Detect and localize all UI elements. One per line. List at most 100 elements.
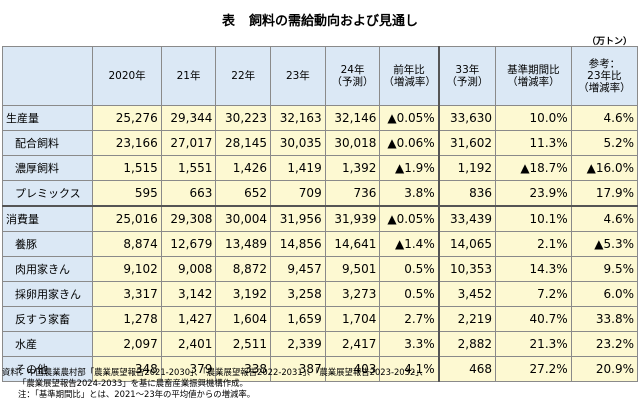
table-cell: 14,065	[437, 231, 496, 257]
table-cell: ▲1.9%	[379, 155, 440, 181]
table-cell: 663	[160, 180, 217, 207]
table-cell: 2.1%	[494, 231, 572, 257]
table-cell: 3,192	[215, 281, 272, 307]
table-cell: 652	[215, 180, 272, 207]
source-note-line-2: 「農業展望報告2024-2033」を基に農畜産業振興機構作成。	[18, 378, 248, 388]
table-cell: 1,278	[92, 306, 162, 332]
table-row: 採卵用家きん 3,317 3,142 3,192 3,258 3,273 0.5% 3,452…	[1, 281, 639, 307]
table-cell: 30,004	[215, 205, 272, 232]
table-cell: 29,344	[160, 105, 217, 131]
table-cell: 31,939	[324, 205, 381, 232]
table-cell: 30,223	[215, 105, 272, 131]
table-row: 養豚 8,874 12,679 13,489 14,856 14,641 ▲1.4% 14,0…	[1, 231, 639, 257]
table-cell: 348	[92, 356, 162, 382]
table-cell: 3,452	[437, 281, 496, 307]
table-cell: 468	[437, 356, 496, 382]
table-cell: 387	[270, 356, 326, 382]
table-row: 反すう家畜 1,278 1,427 1,604 1,659 1,704 2.7% 2,219 4…	[1, 306, 639, 332]
table-cell: 1,392	[324, 155, 381, 181]
table-title: 表飼料の需給動向および見通し	[0, 10, 640, 29]
table-cell: 31,602	[437, 130, 496, 156]
table-row: 水産 2,097 2,401 2,511 2,339 2,417 3.3% 2,882 21.3…	[1, 331, 639, 357]
feed-supply-demand-table: 2020年 21年 22年 23年 24年 （予測） 前年比 （増減率） 33年 （予測） 基準期間…	[1, 46, 639, 382]
table-row: その他 348 379 338 387 403 4.1% 468 27.2% 20.9%	[1, 356, 639, 382]
row-label: 採卵用家きん	[1, 281, 94, 307]
table-cell: 2,401	[160, 331, 217, 357]
table-row: プレミックス 595 663 652 709 736 3.8% 836 23.9% 17.9%	[1, 180, 639, 207]
header-row: 2020年 21年 22年 23年 24年 （予測） 前年比 （増減率） 33年 （予測） 基準期間…	[1, 46, 639, 106]
row-label: 配合飼料	[1, 130, 94, 156]
table-cell: 13,489	[215, 231, 272, 257]
column-header: 21年	[160, 46, 217, 106]
table-cell: 709	[270, 180, 326, 207]
table-cell: 3,273	[324, 281, 381, 307]
row-label: 養豚	[1, 231, 94, 257]
footnote: 注：「基準期間比」とは、2021～23年の平均値からの増減率。	[18, 389, 256, 399]
column-header: 23年	[270, 46, 326, 106]
table-cell: 9,008	[160, 256, 217, 282]
table-cell: ▲18.7%	[494, 155, 572, 181]
table-row: 配合飼料 23,166 27,017 28,145 30,035 30,018 ▲0.06%…	[1, 130, 639, 156]
table-cell: 20.9%	[570, 356, 639, 382]
table-cell: 3,142	[160, 281, 217, 307]
table-cell: 32,163	[270, 105, 326, 131]
table-cell: ▲0.05%	[379, 205, 440, 232]
table-cell: 32,146	[324, 105, 381, 131]
table-cell: 23,166	[92, 130, 162, 156]
table-cell: 3,317	[92, 281, 162, 307]
table-cell: 14.3%	[494, 256, 572, 282]
table-cell: 736	[324, 180, 381, 207]
table-cell: 1,427	[160, 306, 217, 332]
row-label: プレミックス	[1, 180, 94, 207]
title-main: 表	[221, 14, 235, 29]
table-cell: 14,856	[270, 231, 326, 257]
table-cell: 9.5%	[570, 256, 639, 282]
table-cell: 3,258	[270, 281, 326, 307]
table-cell: 1,604	[215, 306, 272, 332]
column-header: 前年比 （増減率）	[379, 46, 440, 106]
row-label: 濃厚飼料	[1, 155, 94, 181]
column-header: 参考： 23年比 （増減率）	[570, 46, 639, 106]
table-cell: 28,145	[215, 130, 272, 156]
table-cell: 10.0%	[494, 105, 572, 131]
title-sub: 飼料の需給動向および見通し	[249, 14, 419, 29]
table-cell: ▲5.3%	[570, 231, 639, 257]
table-cell: 25,276	[92, 105, 162, 131]
table-cell: 1,515	[92, 155, 162, 181]
unit-label: （万トン）	[586, 37, 632, 47]
table-cell: 23.2%	[570, 331, 639, 357]
table-row: 肉用家きん 9,102 9,008 8,872 9,457 9,501 0.5% 10,353…	[1, 256, 639, 282]
row-label: 反すう家畜	[1, 306, 94, 332]
table-cell: 2,219	[437, 306, 496, 332]
table-cell: 10,353	[437, 256, 496, 282]
table-body: 生産量 25,276 29,344 30,223 32,163 32,146 ▲0.05% 3…	[1, 105, 639, 382]
row-label: 水産	[1, 331, 94, 357]
table-cell: 1,704	[324, 306, 381, 332]
table-cell: 33,630	[437, 105, 496, 131]
column-header	[1, 46, 94, 106]
table-cell: 29,308	[160, 205, 217, 232]
table-cell: 403	[324, 356, 381, 382]
table-cell: 17.9%	[570, 180, 639, 207]
table-cell: 8,872	[215, 256, 272, 282]
table-cell: 31,956	[270, 205, 326, 232]
table-cell: 1,419	[270, 155, 326, 181]
table-cell: 4.1%	[379, 356, 440, 382]
table-cell: 9,501	[324, 256, 381, 282]
table-cell: 8,874	[92, 231, 162, 257]
table-cell: ▲0.06%	[379, 130, 440, 156]
column-header: 22年	[215, 46, 272, 106]
table-cell: 4.6%	[570, 205, 639, 232]
table-cell: 6.0%	[570, 281, 639, 307]
table-row: 濃厚飼料 1,515 1,551 1,426 1,419 1,392 ▲1.9% 1,192 ▲…	[1, 155, 639, 181]
table-cell: 595	[92, 180, 162, 207]
table-cell: 7.2%	[494, 281, 572, 307]
table-cell: ▲16.0%	[570, 155, 639, 181]
column-header: 24年 （予測）	[324, 46, 381, 106]
table-cell: 30,018	[324, 130, 381, 156]
table-cell: 21.3%	[494, 331, 572, 357]
table-cell: 5.2%	[570, 130, 639, 156]
table-cell: 3.8%	[379, 180, 440, 207]
table-cell: 40.7%	[494, 306, 572, 332]
table-row: 消費量 25,016 29,308 30,004 31,956 31,939 ▲0.05% 3…	[1, 205, 639, 232]
